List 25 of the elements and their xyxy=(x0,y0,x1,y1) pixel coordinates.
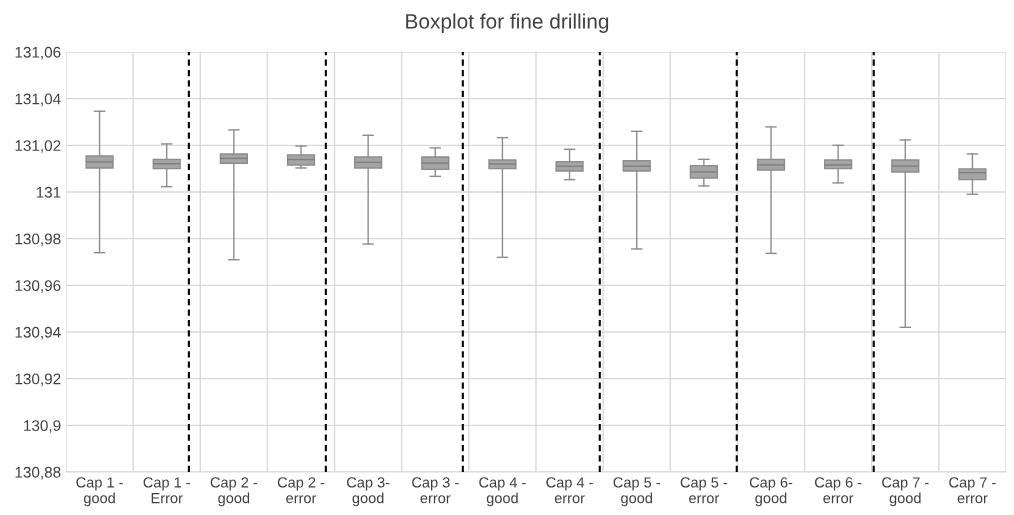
x-tick-label: Cap 2 - good xyxy=(210,477,258,507)
y-tick-label: 130,94 xyxy=(15,326,61,340)
x-tick-label: Cap 3- good xyxy=(347,477,390,507)
y-tick-label: 131,06 xyxy=(15,46,61,60)
y-tick-label: 131,02 xyxy=(15,140,61,153)
y-tick-label: 130,88 xyxy=(15,466,61,480)
y-tick-label: 130,98 xyxy=(15,233,61,247)
x-tick-label: Cap 7 - error xyxy=(949,477,996,504)
x-tick-label: Cap 4 - error xyxy=(546,477,593,504)
x-tick-label: Cap 7 - good xyxy=(882,477,929,507)
x-tick-label: Cap 6 - error xyxy=(814,477,862,504)
x-tick-label: Cap 2 - error xyxy=(277,477,325,504)
x-tick-label: Cap 1 - Error xyxy=(143,477,190,504)
y-tick-label: 131,04 xyxy=(15,93,61,107)
y-tick-label: 130,9 xyxy=(24,420,61,433)
x-tick-label: Cap 5 - good xyxy=(613,477,660,507)
y-tick-label: 130,92 xyxy=(15,373,61,387)
x-tick-label: Cap 5 - error xyxy=(680,477,728,504)
chart-title: Boxplot for fine drilling xyxy=(406,13,609,33)
y-tick-label: 131 xyxy=(36,186,61,198)
y-tick-label: 130,96 xyxy=(15,280,61,293)
x-tick-label: Cap 3 - error xyxy=(412,477,459,504)
x-tick-label: Cap 6- good xyxy=(749,477,793,507)
x-tick-label: Cap 1 - good xyxy=(76,477,123,507)
x-tick-label: Cap 4 - good xyxy=(479,477,526,507)
